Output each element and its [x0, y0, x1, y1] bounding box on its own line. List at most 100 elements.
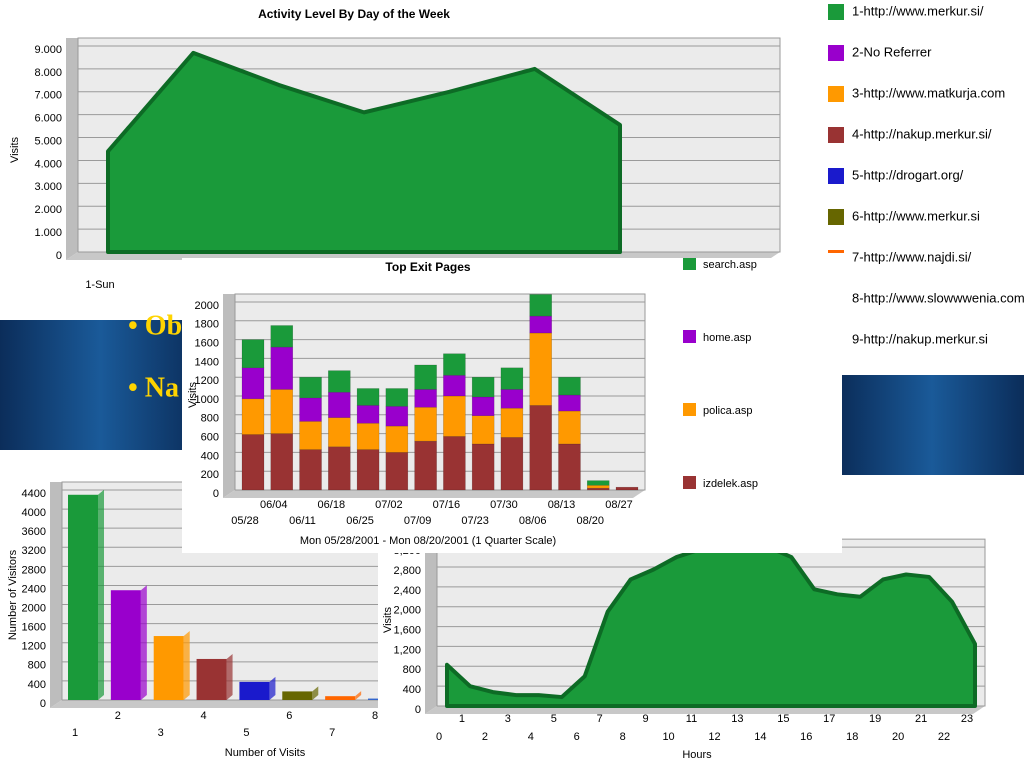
legend-label: 9-http://nakup.merkur.si [852, 331, 988, 346]
legend-label: polica.asp [703, 405, 753, 417]
bar-segment [529, 315, 552, 334]
bar-segment [443, 375, 466, 397]
y-tick-label: 8.000 [34, 67, 62, 79]
bar-segment [443, 395, 466, 437]
bar-side [355, 691, 362, 700]
bar [368, 698, 380, 700]
bar-side [183, 631, 190, 700]
bar-segment [299, 449, 322, 491]
bar-segment [558, 443, 581, 491]
bar-segment [586, 480, 610, 486]
y-tick-label: 1000 [195, 394, 219, 406]
bar [196, 658, 227, 700]
y-tick-label: 2000 [22, 602, 46, 614]
x-tick-label: 8 [372, 710, 378, 722]
bar-segment [615, 486, 639, 491]
bar-segment [328, 370, 351, 393]
bar-segment [270, 346, 294, 390]
legend-label: 8-http://www.slowwwenia.com [852, 290, 1024, 305]
y-tick-label: 2400 [22, 583, 46, 595]
slide: • Ob • Na [0, 310, 1024, 475]
y-tick-label: 9.000 [34, 44, 62, 56]
bar-side [226, 653, 233, 700]
y-axis-label: Visits [382, 606, 394, 633]
bar-side [312, 686, 319, 700]
x-tick-label: 9 [643, 713, 649, 725]
x-tick-label: 1-Sun [85, 279, 114, 291]
bar-segment [558, 394, 581, 412]
bar-side [140, 585, 147, 700]
legend-swatch [828, 86, 844, 102]
bar [110, 590, 141, 700]
plot-wall [425, 539, 437, 714]
bar-segment [328, 391, 351, 418]
bar-segment [385, 388, 409, 407]
bar-segment [443, 353, 466, 376]
legend-label: 6-http://www.merkur.si [852, 208, 980, 223]
x-tick-label: 7 [329, 727, 335, 739]
x-tick-label: 13 [731, 713, 743, 725]
bar [153, 636, 184, 700]
bar-segment [385, 406, 409, 427]
x-tick-label: 16 [800, 731, 812, 743]
bar-segment [414, 389, 437, 408]
bar-segment [586, 485, 610, 489]
y-tick-label: 1600 [22, 622, 46, 634]
legend-label: izdelek.asp [703, 478, 758, 490]
panel: 0 200 400 600 800 1000 1200 1400 1600 1800 2000 05/… [182, 258, 842, 553]
y-tick-label: 200 [201, 469, 219, 481]
legend-label: search.asp [703, 259, 757, 271]
y-tick-label: 7.000 [34, 90, 62, 102]
legend-swatch [828, 168, 844, 184]
y-tick-label: 2,800 [393, 565, 421, 577]
bar-segment [414, 364, 437, 390]
bar-side [269, 676, 276, 700]
x-tick-label: 2 [482, 731, 488, 743]
x-tick-label: 05/28 [231, 515, 259, 527]
y-tick-label: 2.000 [34, 204, 62, 216]
bar-segment [270, 389, 294, 434]
bar-segment [414, 407, 437, 442]
y-tick-label: 0 [40, 698, 46, 710]
x-tick-label: 20 [892, 731, 904, 743]
bar-segment [500, 407, 524, 438]
bar-side [98, 489, 104, 700]
x-tick-label: 08/27 [605, 499, 633, 511]
x-tick-label: 6 [286, 710, 292, 722]
y-tick-label: 4400 [22, 488, 46, 500]
x-tick-label: 14 [754, 731, 766, 743]
y-tick-label: 800 [403, 664, 421, 676]
y-axis-label: Number of Visitors [7, 549, 19, 640]
chart-title: Top Exit Pages [385, 260, 470, 274]
bar-segment [500, 437, 524, 491]
x-tick-label: 4 [528, 731, 534, 743]
plot-wall [50, 482, 62, 708]
y-tick-label: 2800 [22, 564, 46, 576]
bar-segment [500, 367, 524, 390]
plot-bg [234, 293, 646, 491]
bar-segment [558, 376, 581, 396]
bar-segment [241, 398, 265, 435]
y-tick-label: 0 [56, 250, 62, 262]
x-tick-label: 0 [436, 731, 442, 743]
bar-segment [529, 332, 552, 406]
bar-segment [356, 388, 380, 406]
bar-segment [500, 389, 524, 409]
y-tick-label: 2,400 [393, 585, 421, 597]
bar-segment [529, 405, 552, 491]
panel: 0 1.000 2.000 3.000 4.000 5.000 6.000 7.000 8.00… [0, 0, 790, 291]
y-tick-label: 4000 [22, 507, 46, 519]
bullet: • Na [128, 372, 179, 403]
y-tick-label: 3200 [22, 545, 46, 557]
plot-wall [223, 294, 235, 498]
legend-label: 7-http://www.najdi.si/ [852, 249, 972, 264]
legend-swatch [828, 209, 844, 225]
y-tick-label: 3.000 [34, 181, 62, 193]
x-tick-label: 21 [915, 713, 927, 725]
bullet: • Ob [128, 310, 182, 341]
legend-swatch [683, 330, 696, 343]
legend-label: 3-http://www.matkurja.com [852, 85, 1005, 100]
x-tick-label: 06/04 [260, 499, 288, 511]
x-tick-label: 07/09 [404, 515, 432, 527]
